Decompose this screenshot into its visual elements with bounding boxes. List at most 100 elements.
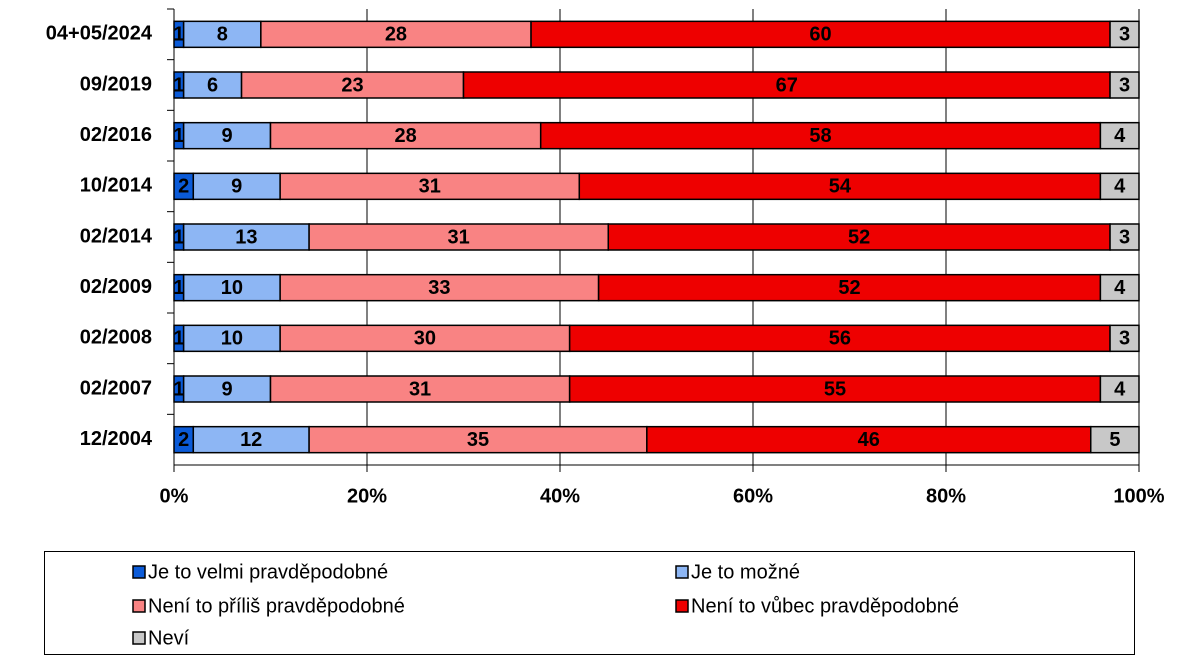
- bar-segment: [182, 71, 243, 99]
- bar-segment: [1109, 71, 1140, 99]
- y-tick-label: 02/2016: [80, 124, 152, 146]
- x-tick-label: 60%: [733, 485, 773, 507]
- y-tick-label: 09/2019: [80, 73, 152, 95]
- bar-segment: [597, 273, 1102, 302]
- x-tick-label: 100%: [1113, 485, 1164, 507]
- data-label: 1: [173, 328, 184, 350]
- y-tick-label: 10/2014: [80, 175, 153, 197]
- data-label: 60: [809, 24, 831, 46]
- y-tick-label: 12/2004: [80, 428, 153, 450]
- data-label: 31: [419, 176, 441, 198]
- bar-segment: [1109, 223, 1140, 251]
- legend-swatch: [675, 599, 689, 613]
- data-label: 1: [173, 378, 184, 400]
- bar-segment: [568, 324, 1111, 353]
- data-label: 55: [824, 378, 846, 400]
- bar-segment: [269, 121, 542, 150]
- data-label: 4: [1114, 176, 1126, 198]
- bar-segment: [279, 324, 571, 353]
- y-tick-label: 02/2014: [80, 225, 153, 247]
- bar-segment: [1099, 375, 1140, 403]
- data-label: 1: [173, 74, 184, 96]
- bar-segment: [192, 172, 281, 201]
- data-label: 10: [221, 328, 243, 350]
- x-tick-label: 80%: [926, 485, 966, 507]
- data-label: 12: [240, 429, 262, 451]
- legend-box: [44, 551, 1135, 655]
- legend-label: Není to příliš pravděpodobné: [148, 595, 405, 617]
- bar-segment: [568, 375, 1102, 403]
- bar-segment: [607, 223, 1111, 251]
- bar-segment: [182, 324, 281, 353]
- x-tick-label: 40%: [540, 485, 580, 507]
- legend-swatch: [675, 565, 689, 579]
- data-label: 3: [1119, 74, 1130, 96]
- legend-label: Není to vůbec pravděpodobné: [691, 595, 959, 617]
- legend-swatch: [132, 599, 146, 613]
- data-label: 1: [173, 125, 184, 147]
- data-label: 3: [1119, 328, 1130, 350]
- data-label: 54: [829, 176, 852, 198]
- data-label: 31: [409, 378, 431, 400]
- bar-segment: [1099, 273, 1140, 302]
- data-label: 58: [809, 125, 831, 147]
- bar-segment: [1109, 20, 1140, 49]
- data-label: 2: [178, 176, 189, 198]
- bar-segment: [1090, 425, 1140, 454]
- bar-segment: [462, 71, 1111, 99]
- data-label: 9: [231, 176, 242, 198]
- data-label: 23: [341, 74, 363, 96]
- y-tick-label: 04+05/2024: [46, 23, 153, 45]
- bar-segment: [240, 71, 465, 99]
- data-label: 52: [848, 226, 870, 248]
- legend-swatch: [132, 631, 146, 645]
- legend-label: Je to možné: [691, 561, 800, 583]
- bar-segment: [308, 425, 648, 454]
- data-label: 31: [448, 226, 470, 248]
- data-label: 2: [178, 429, 189, 451]
- data-label: 8: [217, 24, 228, 46]
- y-tick-label: 02/2008: [80, 327, 152, 349]
- data-label: 4: [1114, 277, 1126, 299]
- y-tick-label: 02/2009: [80, 276, 152, 298]
- bar-segment: [279, 172, 581, 201]
- data-label: 3: [1119, 226, 1130, 248]
- data-label: 4: [1114, 378, 1126, 400]
- bar-segment: [308, 223, 609, 251]
- bar-segment: [182, 273, 281, 302]
- data-label: 10: [221, 277, 243, 299]
- data-label: 9: [222, 125, 233, 147]
- data-label: 28: [394, 125, 416, 147]
- data-label: 9: [222, 378, 233, 400]
- bar-segment: [578, 172, 1102, 201]
- x-tick-label: 0%: [160, 485, 189, 507]
- data-label: 35: [467, 429, 489, 451]
- data-label: 5: [1109, 429, 1120, 451]
- data-label: 1: [173, 226, 184, 248]
- data-label: 3: [1119, 24, 1130, 46]
- data-label: 33: [428, 277, 450, 299]
- data-label: 46: [858, 429, 880, 451]
- data-label: 1: [173, 24, 184, 46]
- x-tick-label: 20%: [347, 485, 387, 507]
- data-label: 30: [414, 328, 436, 350]
- data-label: 1: [173, 277, 184, 299]
- bar-segment: [279, 273, 600, 302]
- y-tick-label: 02/2007: [80, 377, 152, 399]
- legend-label: Je to velmi pravděpodobné: [148, 561, 388, 583]
- data-label: 52: [838, 277, 860, 299]
- data-label: 4: [1114, 125, 1126, 147]
- bar-segment: [269, 375, 571, 403]
- bar-segment: [192, 425, 310, 454]
- legend-swatch: [132, 565, 146, 579]
- bar-segment: [646, 425, 1092, 454]
- bar-segment: [1099, 172, 1140, 201]
- bar-segment: [1109, 324, 1140, 353]
- bar-segment: [1099, 121, 1140, 150]
- data-label: 67: [776, 74, 798, 96]
- bar-segment: [182, 223, 310, 251]
- data-label: 28: [385, 24, 407, 46]
- data-label: 6: [207, 74, 218, 96]
- legend-label: Neví: [148, 627, 190, 649]
